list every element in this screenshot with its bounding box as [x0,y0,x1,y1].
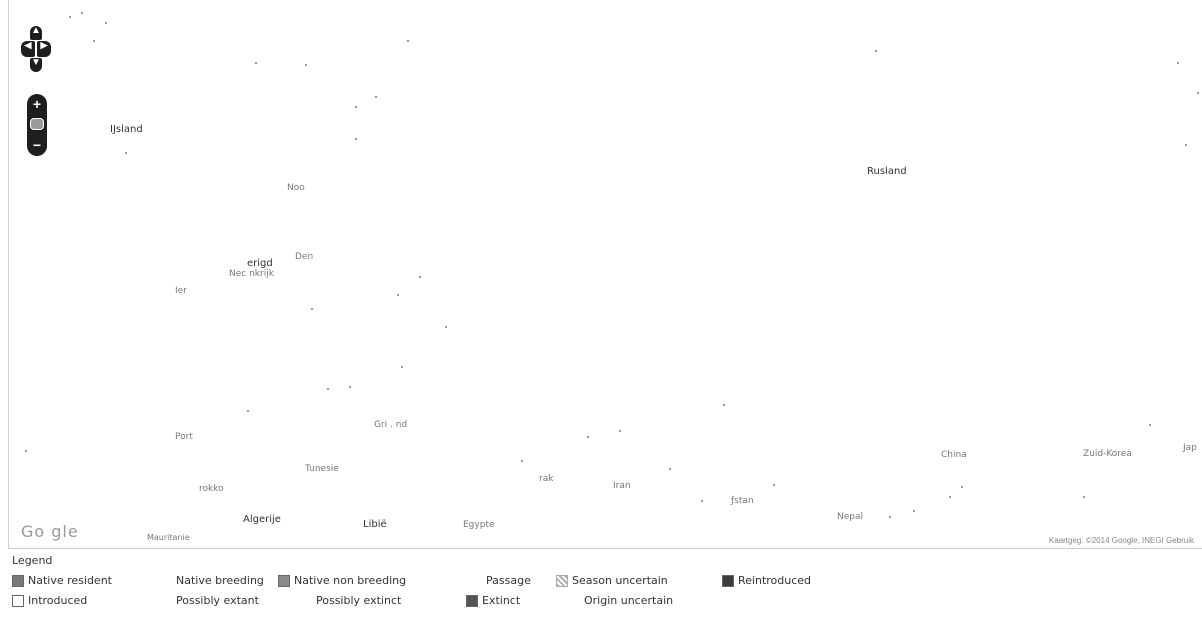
label-egypt: Egypte [463,520,495,530]
label-russia: Rusland [867,166,907,177]
legend-label: Native breeding [176,574,264,587]
legend-label: Possibly extant [176,594,259,607]
legend-label: Season uncertain [572,574,668,587]
legend-label: Native resident [28,574,112,587]
legend-item-native-resident: Native resident [12,574,112,587]
legend-item-origin-uncertain: Origin uncertain [584,594,673,607]
label-iraq: rak [539,474,554,484]
label-china: China [941,450,967,460]
pan-down-button[interactable]: ▼ [30,58,42,72]
legend-title: Legend [12,554,53,567]
legend-swatch [556,574,568,587]
legend-swatch [722,574,734,587]
label-japan: Jap [1183,443,1197,453]
label-iceland: IJsland [110,124,143,135]
label-tunisia: Tunesie [305,464,339,474]
legend-label: Extinct [482,594,521,607]
label-algeria: Algerije [243,514,281,525]
legend: Legend Native resident Native breeding N… [0,550,1202,619]
legend-label: Passage [486,574,531,587]
legend-item-reintroduced: Reintroduced [722,574,811,587]
legend-label: Origin uncertain [584,594,674,607]
legend-item-introduced: Introduced [12,594,87,607]
pan-left-button[interactable]: ◀ [21,41,35,57]
label-netherlands: Nec nkrijk [229,269,274,279]
pan-right-button[interactable]: ▶ [37,41,51,57]
zoom-in-button[interactable]: + [30,97,44,111]
zoom-out-button[interactable]: − [30,138,44,152]
label-uk: erigd [247,258,273,269]
legend-swatch [12,594,24,607]
legend-item-native-non-breeding: Native non breeding [278,574,406,587]
pan-up-button[interactable]: ▲ [30,26,42,40]
label-nepal: Nepal [837,512,863,522]
map-attribution[interactable]: Kaartgeg. ©2014 Google, INEGI Gebruik [1048,536,1194,545]
label-ireland: Ier [175,286,187,296]
legend-label: Introduced [28,594,88,607]
label-morocco: rokko [199,484,224,494]
legend-item-native-breeding: Native breeding [176,574,264,587]
legend-label: Reintroduced [738,574,812,587]
legend-item-possibly-extant: Possibly extant [176,594,259,607]
range-map[interactable]: ▲ ◀ ▶ ▼ + − IJsland Rusland Noo Den erig… [8,0,1202,549]
label-iran: Iran [613,481,631,491]
label-south-korea: Zuid-Korea [1083,449,1132,459]
legend-swatch [12,574,24,587]
label-mauritania: Mauritanie [147,533,190,542]
legend-label: Possibly extinct [316,594,402,607]
label-denmark: Den [295,252,314,262]
legend-item-passage: Passage [486,574,531,587]
zoom-slider-icon[interactable] [30,118,44,130]
legend-item-season-uncertain: Season uncertain [556,574,668,587]
label-greece: Gri . nd [374,420,408,430]
legend-item-extinct: Extinct [466,594,520,607]
legend-swatch [466,594,478,607]
legend-item-possibly-extinct: Possibly extinct [316,594,401,607]
label-portugal: Port [175,432,193,442]
label-norway: Noo [287,183,305,193]
legend-swatch [278,574,290,587]
zoom-control[interactable]: + − [27,94,47,156]
label-libya: Libië [363,519,387,530]
google-logo[interactable]: Go gle [21,522,79,541]
pan-control[interactable]: ▲ ◀ ▶ ▼ [21,26,51,74]
legend-label: Native non breeding [294,574,407,587]
label-afghanistan: ƒstan [731,496,754,506]
